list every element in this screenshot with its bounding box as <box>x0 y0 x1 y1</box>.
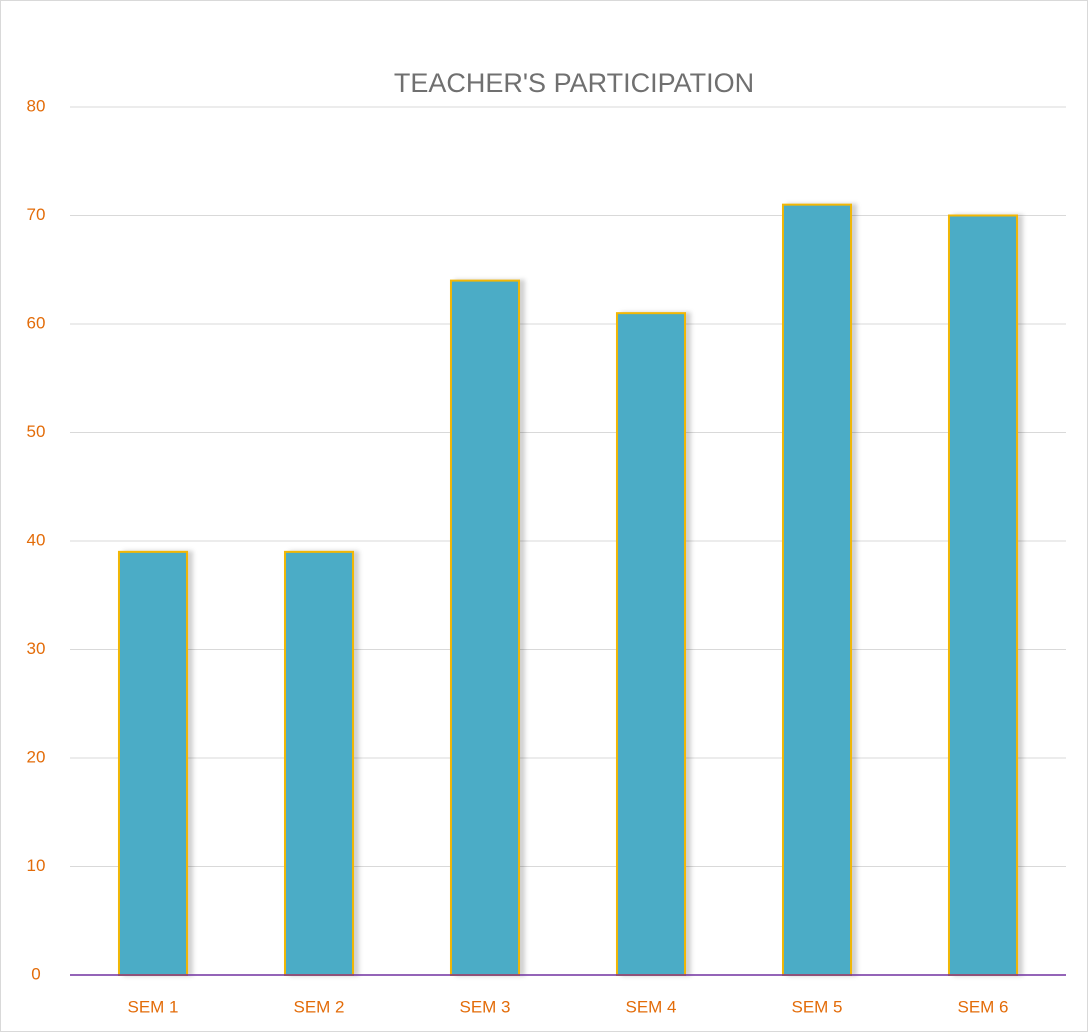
y-tick-label: 30 <box>27 639 46 658</box>
y-tick-label: 10 <box>27 856 46 875</box>
y-tick-label: 60 <box>27 313 46 332</box>
y-tick-label: 40 <box>27 530 46 549</box>
x-tick-label: SEM 4 <box>625 997 676 1016</box>
x-tick-label: SEM 5 <box>791 997 842 1016</box>
y-tick-label: 80 <box>27 96 46 115</box>
bar <box>283 550 355 976</box>
bar <box>947 214 1019 976</box>
y-tick-label: 0 <box>31 964 40 983</box>
y-tick-label: 50 <box>27 422 46 441</box>
bar <box>117 550 189 976</box>
x-tick-label: SEM 6 <box>957 997 1008 1016</box>
chart-title: TEACHER'S PARTICIPATION <box>394 68 754 98</box>
x-tick-label: SEM 3 <box>459 997 510 1016</box>
x-tick-label: SEM 1 <box>127 997 178 1016</box>
x-tick-label: SEM 2 <box>293 997 344 1016</box>
bar <box>615 312 687 976</box>
bar <box>449 279 521 977</box>
y-tick-label: 20 <box>27 747 46 766</box>
y-tick-label: 70 <box>27 205 46 224</box>
bar <box>781 203 853 976</box>
